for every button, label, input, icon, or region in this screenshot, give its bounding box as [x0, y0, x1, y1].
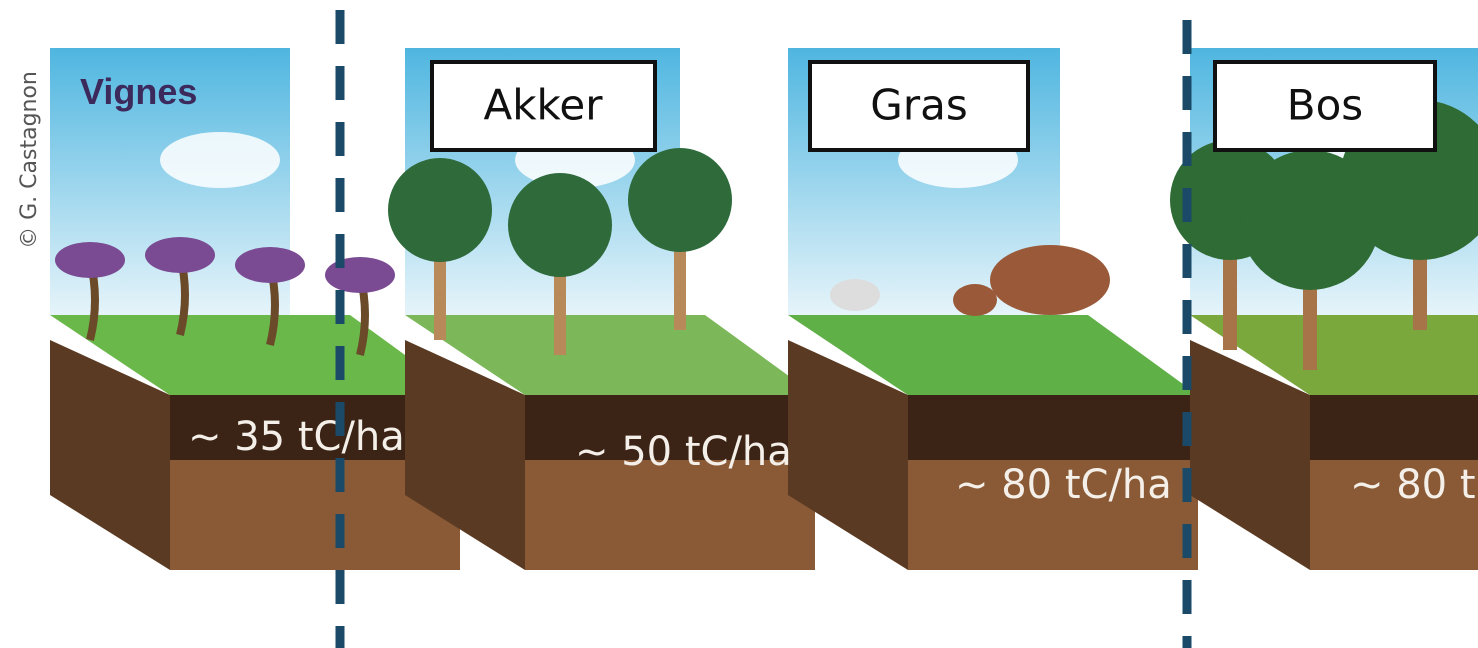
cow-head: [953, 284, 997, 316]
panel-title: Gras: [870, 81, 967, 130]
cow: [990, 245, 1110, 315]
grapes: [145, 237, 215, 273]
illustration: © G. Castagnon Vignes Akker Gras Bos ~ 3…: [0, 0, 1478, 648]
panel-title: Bos: [1287, 81, 1363, 130]
sheep: [830, 279, 880, 311]
tree-crown: [388, 158, 492, 262]
panel-title: Vignes: [80, 71, 197, 112]
soil-dark: [1310, 395, 1478, 460]
cloud: [160, 132, 280, 188]
carbon-label: ~ 50 tC/ha: [575, 429, 792, 475]
grapes: [55, 242, 125, 278]
tree-crown: [508, 173, 612, 277]
tree-crown: [628, 148, 732, 252]
carbon-label: ~ 80 t: [1350, 462, 1476, 508]
credit: © G. Castagnon: [17, 71, 42, 249]
soil-dark: [908, 395, 1198, 460]
panel-title: Akker: [484, 81, 604, 130]
carbon-label: ~ 35 tC/ha: [188, 414, 405, 460]
soil-light: [525, 460, 815, 570]
grapes: [235, 247, 305, 283]
carbon-label: ~ 80 tC/ha: [955, 462, 1172, 508]
